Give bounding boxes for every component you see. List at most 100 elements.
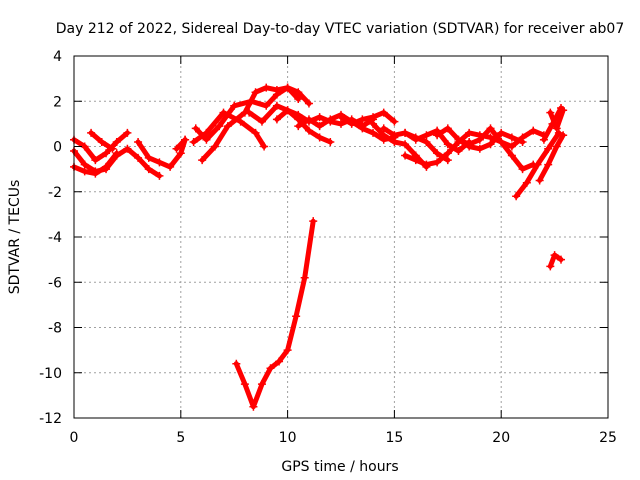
data-point xyxy=(518,133,527,142)
data-point xyxy=(266,364,275,373)
data-point xyxy=(465,140,474,149)
data-point xyxy=(294,110,303,119)
y-tick-label: -2 xyxy=(48,185,62,201)
data-point xyxy=(304,126,313,135)
data-point xyxy=(443,140,452,149)
data-point xyxy=(347,119,356,128)
data-point xyxy=(91,156,100,165)
data-point xyxy=(80,142,89,151)
data-track-track-14 xyxy=(370,121,429,170)
data-point xyxy=(544,144,553,153)
data-point xyxy=(337,119,345,128)
data-point xyxy=(260,142,269,151)
data-point xyxy=(123,128,132,137)
data-point xyxy=(497,137,506,146)
y-tick-label: 2 xyxy=(53,94,62,110)
data-point xyxy=(123,144,132,153)
data-point xyxy=(210,142,219,151)
data-point xyxy=(202,135,211,144)
data-point xyxy=(550,251,559,260)
data-point xyxy=(232,359,241,368)
data-point xyxy=(535,176,544,185)
data-point xyxy=(433,149,442,158)
data-point xyxy=(401,151,410,160)
data-point xyxy=(512,192,521,201)
data-point xyxy=(507,142,516,151)
data-point xyxy=(315,122,324,131)
data-track-track-25 xyxy=(233,218,316,410)
data-point xyxy=(315,113,324,122)
data-point xyxy=(304,115,313,124)
data-track-track-21 xyxy=(537,132,566,183)
data-point xyxy=(272,115,281,124)
data-point xyxy=(223,122,232,131)
data-point xyxy=(134,153,143,162)
data-point xyxy=(245,108,254,117)
data-point xyxy=(475,135,484,144)
data-point xyxy=(433,131,442,140)
data-point xyxy=(257,117,266,126)
data-point xyxy=(486,133,495,142)
data-point xyxy=(390,131,399,140)
data-point xyxy=(283,346,292,355)
data-point xyxy=(507,151,516,160)
data-point xyxy=(219,108,228,117)
x-tick-label: 0 xyxy=(70,430,79,446)
data-point xyxy=(358,115,367,124)
data-point xyxy=(401,140,410,149)
data-point xyxy=(309,217,318,226)
data-point xyxy=(379,131,388,140)
data-point xyxy=(144,153,153,162)
data-point xyxy=(102,149,111,158)
data-point xyxy=(172,144,181,153)
data-point xyxy=(411,135,420,144)
data-point xyxy=(422,137,431,146)
axis-layer: 0 5 10 15 20 25 -12 -10 -8 -6 -4 -2 0 2 4 xyxy=(39,49,617,446)
x-tick-label: 5 xyxy=(176,430,185,446)
data-point xyxy=(465,128,474,137)
data-point xyxy=(240,380,249,389)
data-point xyxy=(518,165,527,174)
data-point xyxy=(539,135,548,144)
data-point xyxy=(283,83,292,92)
data-point xyxy=(251,128,260,137)
data-point xyxy=(533,160,542,169)
data-point xyxy=(251,88,260,97)
data-point xyxy=(486,124,495,133)
data-track-track-13 xyxy=(338,110,397,127)
data-point xyxy=(189,137,198,146)
data-point xyxy=(552,142,561,151)
data-point xyxy=(249,402,258,411)
data-point xyxy=(443,124,452,133)
y-tick-label: 4 xyxy=(53,49,62,65)
data-point xyxy=(443,149,452,158)
data-point xyxy=(369,119,378,128)
y-axis-label: SDTVAR / TECUs xyxy=(7,180,23,295)
x-axis-label: GPS time / hours xyxy=(281,459,398,475)
data-point xyxy=(369,113,378,122)
data-point xyxy=(507,133,516,142)
data-point xyxy=(112,149,121,158)
data-point xyxy=(554,128,563,137)
data-point xyxy=(155,171,164,180)
grid-layer xyxy=(74,56,608,418)
data-point xyxy=(401,128,410,137)
data-point xyxy=(358,124,367,133)
data-point xyxy=(552,124,561,133)
y-tick-label: -12 xyxy=(39,411,62,427)
data-point xyxy=(379,124,388,133)
data-point xyxy=(80,160,89,169)
data-point xyxy=(486,140,495,149)
data-point xyxy=(176,149,185,158)
y-tick-label: -4 xyxy=(48,230,62,246)
data-point xyxy=(475,144,484,153)
data-point xyxy=(454,147,463,156)
data-point xyxy=(155,158,164,167)
data-point xyxy=(198,156,207,165)
data-point xyxy=(108,144,117,153)
data-point xyxy=(80,167,89,176)
data-point xyxy=(544,160,553,169)
data-point xyxy=(546,262,555,271)
data-point xyxy=(91,169,100,178)
y-tick-label: -8 xyxy=(48,321,62,337)
